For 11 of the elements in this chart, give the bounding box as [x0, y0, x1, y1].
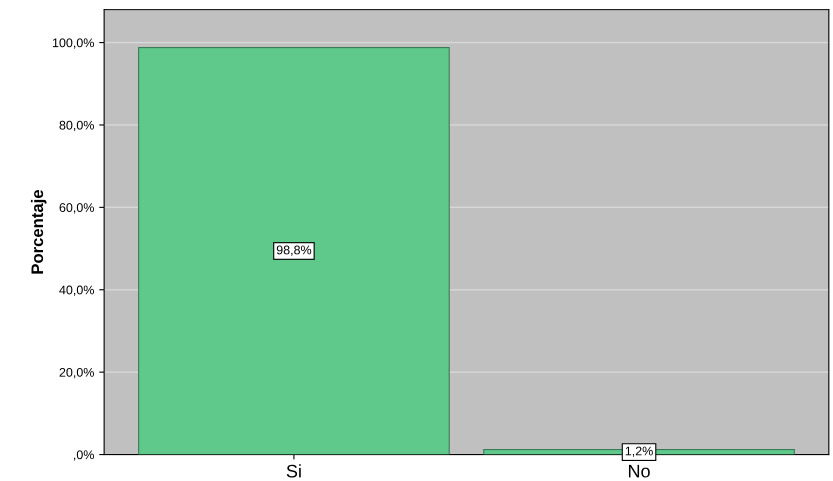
x-tick-label: No [628, 464, 650, 478]
data-label: 98,8% [276, 246, 312, 256]
data-label: 1,2% [626, 446, 653, 457]
y-tick-label: 80,0% [60, 120, 94, 132]
x-tick-label: Si [286, 464, 301, 478]
y-axis-title: Porcentaje [30, 190, 46, 274]
y-tick-label: 20,0% [60, 368, 94, 378]
y-tick-label: 60,0% [60, 203, 94, 214]
y-tick-label: 100,0% [52, 38, 94, 49]
y-tick-label: ,0% [74, 450, 94, 461]
y-tick-label: 40,0% [59, 286, 94, 296]
